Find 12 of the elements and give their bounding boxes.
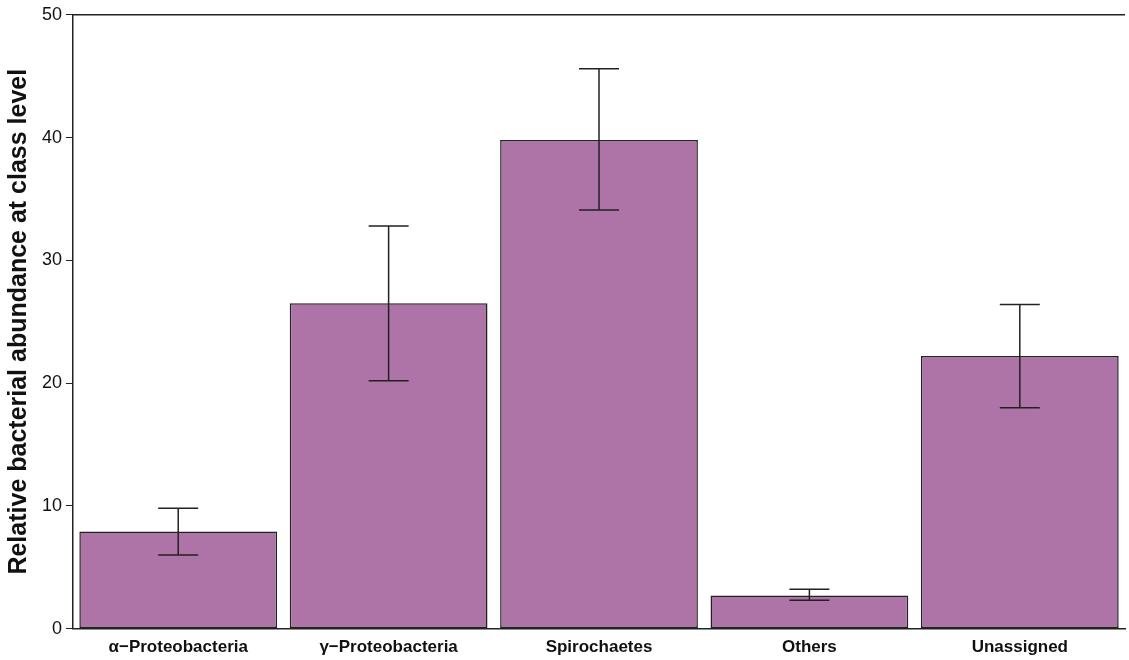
y-tick-label: 40 [41,126,63,147]
y-tick-label: 20 [41,372,63,393]
x-tick-label: Others [782,637,837,657]
y-tick-label: 0 [52,617,63,638]
x-tick-label: Unassigned [971,637,1068,657]
y-tick-label: 30 [41,249,63,270]
x-tick-label: Spirochaetes [545,637,653,657]
x-tick-label: γ−Proteobacteria [319,637,459,657]
y-tick-label: 10 [41,494,63,515]
x-tick-label: α−Proteobacteria [108,637,249,657]
y-tick-label: 50 [41,3,63,24]
y-axis-title: Relative bacterial abundance at class level [2,68,31,575]
